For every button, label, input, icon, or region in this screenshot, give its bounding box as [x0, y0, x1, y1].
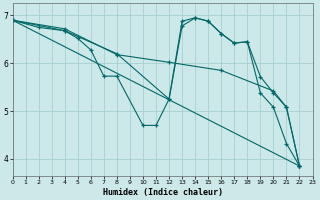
X-axis label: Humidex (Indice chaleur): Humidex (Indice chaleur) [102, 188, 222, 197]
